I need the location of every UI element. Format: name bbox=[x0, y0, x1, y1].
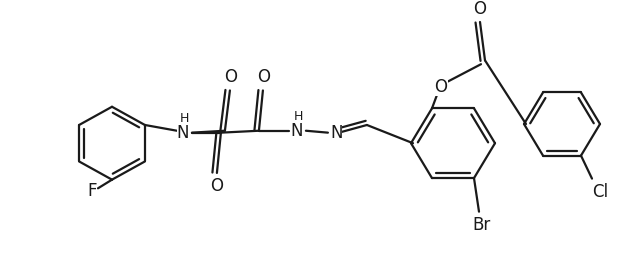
Text: O: O bbox=[211, 177, 223, 196]
Text: Cl: Cl bbox=[592, 183, 608, 201]
Text: Br: Br bbox=[472, 216, 490, 234]
Text: N: N bbox=[330, 124, 342, 142]
Text: F: F bbox=[87, 182, 97, 200]
Text: N: N bbox=[291, 122, 303, 140]
Text: O: O bbox=[225, 68, 237, 86]
Text: O: O bbox=[435, 78, 447, 96]
Text: H: H bbox=[294, 110, 303, 123]
Text: O: O bbox=[474, 0, 486, 18]
Text: O: O bbox=[257, 68, 271, 86]
Text: N: N bbox=[177, 124, 189, 142]
Text: H: H bbox=[180, 112, 189, 125]
